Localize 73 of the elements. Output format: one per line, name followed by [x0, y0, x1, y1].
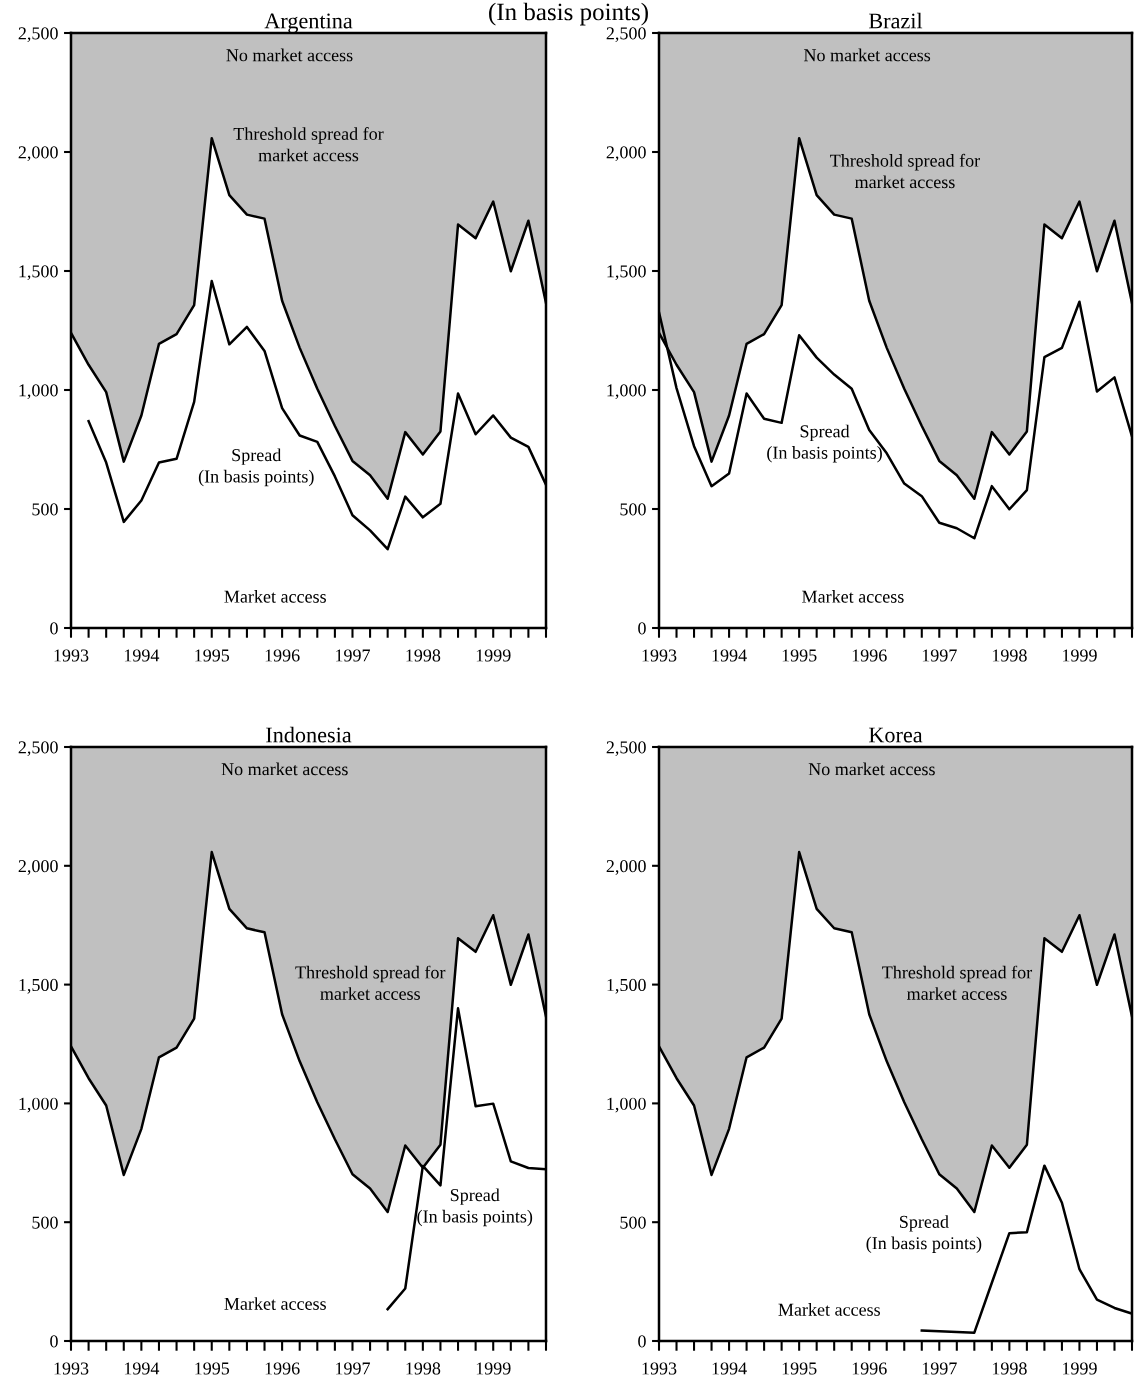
annotation: Spread (In basis points) [866, 1215, 982, 1253]
y-tick-label: 2,500 [606, 741, 646, 757]
y-tick-label: 2,000 [606, 860, 646, 875]
x-tick-label: 1998 [992, 1362, 1027, 1375]
y-tick-label: 1,000 [607, 384, 646, 400]
annotation: No market access [808, 762, 935, 776]
text: (In basis points) [489, 2, 648, 26]
x-tick-label: 1996 [265, 649, 300, 662]
x-tick-label: 1999 [1062, 1362, 1097, 1375]
annotation: Threshold spread for market access [830, 153, 981, 189]
y-tick-label: 500 [620, 503, 646, 516]
x-tick-label: 1993 [54, 1362, 89, 1375]
x-tick-label: 1993 [642, 1362, 677, 1375]
y-tick-label: 1,000 [19, 1097, 58, 1113]
annotation: Threshold spread for market access [882, 965, 1033, 1000]
y-tick-label: 1,500 [607, 265, 646, 281]
annotation: Market access [802, 590, 904, 603]
x-tick-label: 1997 [922, 649, 957, 662]
annotation: Threshold spread for market access [295, 965, 446, 1000]
x-tick-label: 1998 [406, 1362, 441, 1375]
y-tick-label: 1,500 [19, 265, 58, 281]
x-tick-label: 1997 [922, 1362, 957, 1375]
y-tick-label: 500 [620, 1216, 646, 1229]
y-tick-label: 500 [32, 503, 58, 516]
x-tick-label: 1994 [124, 649, 160, 662]
x-tick-label: 1995 [782, 1362, 817, 1375]
annotation: Market access [224, 1297, 326, 1310]
y-tick-label: 0 [50, 622, 58, 635]
y-tick-label: 0 [638, 1335, 646, 1348]
x-tick-label: 1996 [265, 1362, 300, 1375]
y-tick-label: 500 [32, 1216, 58, 1229]
y-tick-label: 0 [638, 622, 646, 635]
annotation: Market access [224, 590, 326, 603]
y-tick-label: 2,000 [18, 146, 58, 162]
x-tick-label: 1999 [476, 649, 511, 662]
y-tick-label: 2,500 [18, 741, 58, 757]
y-tick-label: 2,000 [606, 146, 646, 162]
x-tick-label: 1999 [1062, 649, 1097, 662]
annotation: Spread (In basis points) [417, 1188, 533, 1227]
chart-title: Indonesia [266, 726, 352, 743]
x-tick-label: 1997 [336, 1362, 371, 1375]
x-tick-label: 1994 [712, 1362, 747, 1375]
annotation: Threshold spread for market access [233, 127, 384, 162]
x-tick-label: 1996 [852, 649, 887, 662]
x-tick-label: 1999 [476, 1362, 511, 1375]
x-tick-label: 1995 [195, 1362, 230, 1375]
y-tick-label: 1,000 [607, 1097, 646, 1113]
y-tick-label: 2,500 [606, 27, 646, 43]
x-tick-label: 1994 [712, 649, 747, 662]
chart-title: Korea [868, 727, 923, 743]
annotation: No market access [226, 48, 353, 62]
annotation: Market access [778, 1303, 880, 1316]
annotation: No market access [221, 762, 348, 776]
y-tick-label: 2,000 [18, 860, 58, 875]
y-tick-label: 1,500 [19, 978, 58, 994]
x-tick-label: 1997 [336, 649, 371, 662]
chart-title: Brazil [868, 12, 923, 29]
x-tick-label: 1994 [124, 1362, 160, 1375]
x-tick-label: 1996 [852, 1362, 887, 1375]
x-tick-label: 1998 [406, 649, 441, 662]
x-tick-label: 1993 [54, 649, 89, 662]
x-tick-label: 1998 [992, 649, 1027, 662]
annotation: Spread (In basis points) [767, 424, 882, 463]
chart-title: Argentina [264, 13, 353, 33]
x-tick-label: 1995 [195, 649, 230, 662]
y-tick-label: 0 [50, 1335, 58, 1348]
annotation: No market access [803, 48, 931, 62]
y-tick-label: 2,500 [18, 27, 58, 43]
x-tick-label: 1995 [782, 649, 817, 662]
x-tick-label: 1993 [642, 649, 677, 662]
y-tick-label: 1,000 [19, 384, 58, 400]
y-tick-label: 1,500 [607, 978, 646, 994]
annotation: Spread (In basis points) [198, 448, 314, 487]
